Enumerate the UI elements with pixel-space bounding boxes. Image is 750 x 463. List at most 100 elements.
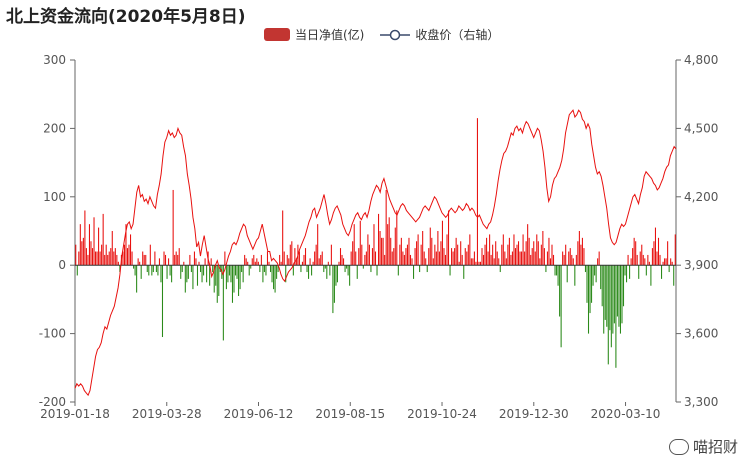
net-flow-bar <box>402 251 404 266</box>
legend-line-swatch <box>380 29 411 40</box>
net-flow-bar <box>472 258 474 266</box>
net-flow-bar <box>193 251 195 266</box>
net-flow-bar <box>668 265 670 273</box>
x-axis-tick-label: 2019-12-30 <box>499 407 569 421</box>
net-flow-bar <box>268 261 270 266</box>
net-flow-bar <box>265 265 267 276</box>
net-flow-bar <box>323 265 325 273</box>
net-flow-bar <box>610 265 612 348</box>
net-flow-bar <box>425 258 427 266</box>
net-flow-bar <box>96 251 98 266</box>
net-flow-bar <box>452 251 454 266</box>
left-axis-tick-label: 300 <box>43 53 66 67</box>
legend-item-line[interactable]: 收盘价（右轴） <box>380 26 499 43</box>
net-flow-bar <box>429 227 431 266</box>
net-flow-bar <box>406 244 408 266</box>
net-flow-bar <box>405 248 407 266</box>
net-flow-bar <box>598 251 600 266</box>
net-flow-bar <box>212 265 214 273</box>
net-flow-bar <box>95 251 97 266</box>
net-flow-bar <box>295 258 297 266</box>
net-flow-bar <box>592 265 594 286</box>
net-flow-bar <box>168 258 170 266</box>
net-flow-bar <box>125 224 127 266</box>
net-flow-bar <box>332 265 334 314</box>
x-axis-tick-label: 2019-03-28 <box>132 407 202 421</box>
net-flow-bar <box>320 254 322 266</box>
net-flow-bar <box>619 265 621 334</box>
net-flow-bar <box>571 254 573 266</box>
net-flow-bar <box>227 265 229 283</box>
net-flow-bar <box>393 248 395 266</box>
net-flow-bar <box>524 251 526 266</box>
net-flow-bar <box>195 258 197 266</box>
watermark: 喵招财 <box>668 436 738 457</box>
net-flow-bar <box>122 251 124 266</box>
x-axis-tick-label: 2019-01-18 <box>40 407 110 421</box>
net-flow-bar <box>157 265 159 276</box>
net-flow-bar <box>505 258 507 266</box>
net-flow-bar <box>552 254 555 266</box>
net-flow-bar <box>639 251 641 266</box>
net-flow-bar <box>601 265 603 307</box>
net-flow-bar <box>390 237 392 266</box>
left-axis-tick-label: -100 <box>39 327 66 341</box>
net-flow-bar <box>318 258 320 266</box>
net-flow-bar <box>239 265 241 290</box>
net-flow-bar <box>409 254 412 266</box>
net-flow-bar <box>204 258 206 266</box>
net-flow-bar <box>250 265 252 269</box>
net-flow-bar <box>600 265 602 290</box>
net-flow-bar <box>466 251 468 266</box>
net-flow-bar <box>609 265 611 331</box>
net-flow-bar <box>656 251 658 266</box>
net-flow-bar <box>90 241 92 266</box>
net-flow-bar <box>76 265 78 276</box>
net-flow-bar <box>210 258 212 266</box>
net-flow-bar <box>533 241 535 266</box>
net-flow-bar <box>174 254 176 266</box>
net-flow-bar <box>119 265 121 273</box>
net-flow-bar <box>166 265 168 279</box>
net-flow-bar <box>189 254 191 266</box>
net-flow-bar <box>225 265 227 290</box>
net-flow-bar <box>387 224 389 266</box>
net-flow-bar <box>277 265 279 273</box>
net-flow-bar <box>148 265 150 276</box>
net-flow-bar <box>184 265 186 293</box>
net-flow-bar <box>651 248 653 266</box>
legend-item-bar[interactable]: 当日净值(亿) <box>264 26 364 43</box>
left-axis-tick-label: 200 <box>43 121 66 135</box>
net-flow-bar <box>413 265 415 279</box>
net-flow-bar <box>347 265 349 276</box>
net-flow-bar <box>563 254 565 266</box>
net-flow-bar <box>486 237 488 266</box>
legend-line-label: 收盘价（右轴） <box>415 28 500 42</box>
net-flow-bar <box>367 234 369 266</box>
net-flow-bar <box>108 251 110 266</box>
net-flow-bar <box>556 265 558 276</box>
net-flow-bar <box>158 258 160 266</box>
net-flow-bar <box>355 251 357 266</box>
net-flow-bar <box>578 231 580 266</box>
net-flow-bar <box>648 261 650 266</box>
net-flow-bar <box>75 244 77 266</box>
net-flow-bar <box>444 254 447 266</box>
net-flow-bar <box>554 265 556 276</box>
net-flow-bar <box>234 265 237 276</box>
net-flow-bar <box>155 265 157 273</box>
net-flow-bar <box>353 224 355 266</box>
net-flow-bar <box>346 265 348 269</box>
net-flow-bar <box>139 261 141 266</box>
net-flow-bar <box>241 265 243 273</box>
net-flow-bar <box>271 265 273 283</box>
net-flow-bar <box>417 234 419 266</box>
net-flow-bar <box>330 244 332 266</box>
net-flow-bar <box>618 265 620 327</box>
net-flow-bar <box>169 265 171 276</box>
net-flow-bar <box>645 265 647 276</box>
net-flow-bar <box>368 244 370 266</box>
net-flow-bar <box>467 244 469 266</box>
net-flow-bar <box>282 210 284 266</box>
